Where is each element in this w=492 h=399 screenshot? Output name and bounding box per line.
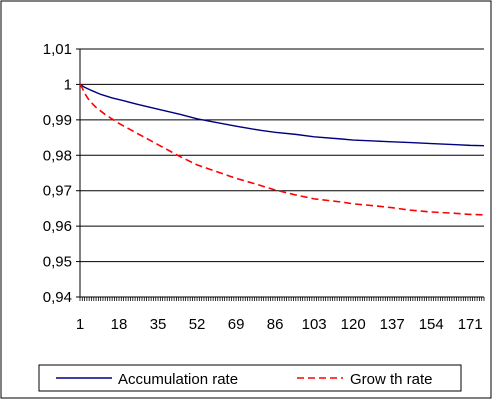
y-tick-label: 0,94: [43, 289, 72, 306]
legend: Accumulation rate Grow th rate: [38, 364, 462, 392]
x-tick-label: 69: [228, 316, 245, 333]
y-tick-label: 0,96: [43, 218, 72, 235]
x-tick-label: 120: [341, 316, 366, 333]
y-tick-label: 1: [64, 76, 72, 93]
gridlines: [76, 48, 484, 298]
x-tick-label: 103: [302, 316, 327, 333]
legend-label-growth-rate: Grow th rate: [350, 371, 433, 388]
series-line-accumulation-rate: [79, 83, 485, 147]
x-tick-label: 171: [458, 316, 483, 333]
x-tick-label: 86: [267, 316, 284, 333]
x-tick-marks: [79, 297, 485, 301]
y-tick-label: 1,01: [43, 41, 72, 58]
x-tick-label: 52: [189, 316, 206, 333]
y-tick-labels: 1,01 1 0,99 0,98 0,97 0,96 0,95 0,94: [43, 41, 72, 306]
x-tick-label: 154: [419, 316, 444, 333]
x-tick-labels: 1 18 35 52 69 86 103 120 137 154 171: [76, 316, 483, 333]
series-lines: [79, 83, 485, 216]
y-tick-label: 0,98: [43, 147, 72, 164]
y-tick-label: 0,97: [43, 183, 72, 200]
x-tick-label: 137: [380, 316, 405, 333]
legend-label-accumulation-rate: Accumulation rate: [118, 371, 238, 388]
x-tick-label: 1: [76, 316, 84, 333]
x-tick-label: 35: [150, 316, 167, 333]
y-tick-label: 0,95: [43, 254, 72, 271]
y-tick-label: 0,99: [43, 112, 72, 129]
x-tick-label: 18: [111, 316, 128, 333]
